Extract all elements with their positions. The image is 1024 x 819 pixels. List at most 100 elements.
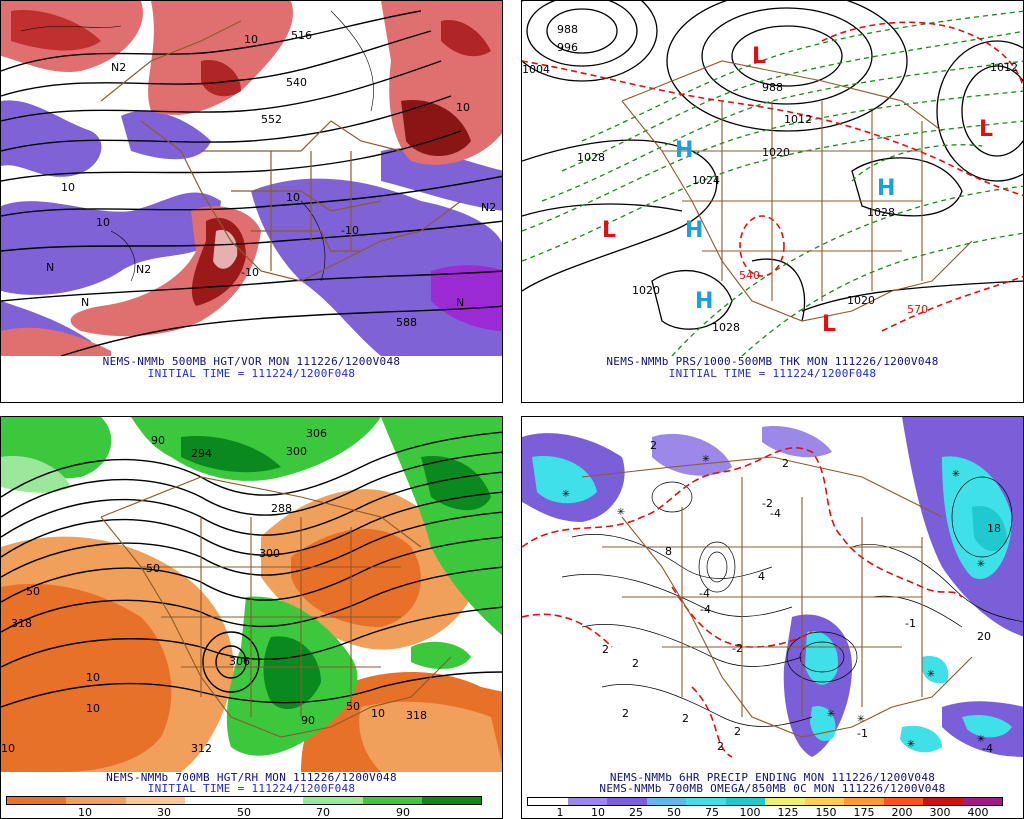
colorbar-swatch [686, 798, 726, 805]
isobar-label: 1020 [632, 284, 660, 297]
low-pressure-symbol: L [822, 312, 836, 337]
high-pressure-symbol: H [695, 289, 713, 314]
low-pressure-symbol: L [752, 44, 766, 69]
contour-label: 300 [259, 547, 280, 560]
isobar-label: 988 [557, 23, 578, 36]
colorbar-swatch [567, 798, 607, 805]
contour-label: -2 [762, 497, 773, 510]
colorbar-label: 10 [591, 806, 605, 819]
colorbar-label: 300 [929, 806, 951, 819]
high-pressure-symbol: H [675, 138, 693, 163]
colorbar-label: 125 [777, 806, 799, 819]
colorbar-label: 10 [78, 806, 92, 819]
colorbar-label: 70 [316, 806, 330, 819]
contour-label: 50 [346, 700, 360, 713]
isobar-label: 1020 [847, 294, 875, 307]
contour-label: 318 [11, 617, 32, 630]
snow-symbol: ✳ [827, 706, 835, 721]
precip-map: ✳ ✳ ✳ ✳ ✳ ✳ ✳ ✳ ✳ ✳ 2 2 2 2 2 2 2 2 -2 -… [522, 417, 1023, 772]
contour-label: 50 [26, 585, 40, 598]
panel-precip-omega: ✳ ✳ ✳ ✳ ✳ ✳ ✳ ✳ ✳ ✳ 2 2 2 2 2 2 2 2 -2 -… [521, 416, 1024, 819]
contour-label: N2 [136, 263, 151, 276]
colorbar-label: 100 [739, 806, 761, 819]
colorbar-swatch [244, 797, 304, 804]
contour-label: 90 [151, 434, 165, 447]
colorbar-swatch [528, 798, 568, 805]
contour-label: N [81, 296, 89, 309]
isobar-label: 988 [762, 81, 783, 94]
snow-symbol: ✳ [977, 556, 985, 571]
contour-label: 2 [717, 740, 724, 753]
colorbar-label: 200 [891, 806, 913, 819]
pressure-map: 988 996 1004 1028 988 1012 1020 1012 102… [522, 1, 1023, 356]
colorbar-label: 50 [237, 806, 251, 819]
contour-label: -1 [857, 727, 868, 740]
contour-label: 4 [758, 570, 765, 583]
colorbar-label: 25 [629, 806, 643, 819]
panel-caption-initial-time: INITIAL TIME = 111224/1200F048 [147, 367, 356, 380]
colorbar-swatch [804, 798, 844, 805]
vorticity-map: 516 540 552 10 10 10 10 -10 -10 N2 N2 N2… [1, 1, 502, 356]
colorbar-swatch [883, 798, 923, 805]
contour-label: -1 [905, 617, 916, 630]
isobar-label: 1028 [712, 321, 740, 334]
isobar-label: 1024 [692, 174, 720, 187]
contour-label: 10 [86, 702, 100, 715]
colorbar-label: 175 [853, 806, 875, 819]
contour-label: 20 [977, 630, 991, 643]
colorbar-swatch [125, 797, 185, 804]
contour-label: 300 [286, 445, 307, 458]
colorbar-label: 150 [815, 806, 837, 819]
low-pressure-symbol: L [602, 218, 616, 243]
snow-symbol: ✳ [952, 466, 960, 481]
contour-label: 2 [602, 643, 609, 656]
colorbar-label: 400 [967, 806, 989, 819]
high-pressure-symbol: H [685, 218, 703, 243]
high-pressure-symbol: H [877, 176, 895, 201]
contour-label: 90 [301, 714, 315, 727]
contour-label: -4 [982, 742, 993, 755]
contour-label: 8 [665, 545, 672, 558]
colorbar-label: 30 [157, 806, 171, 819]
snow-symbol: ✳ [977, 731, 985, 746]
colorbar-swatch [725, 798, 765, 805]
thickness-label: 570 [907, 303, 928, 316]
contour-label: N2 [481, 201, 496, 214]
contour-label: -4 [700, 603, 711, 616]
isobar-label: 1012 [990, 61, 1018, 74]
contour-label: 288 [271, 502, 292, 515]
panel-caption-initial-time: INITIAL TIME = 111224/1200F048 [668, 367, 877, 380]
thickness-label: 540 [739, 269, 760, 282]
contour-label: N [46, 261, 54, 274]
contour-label: -10 [341, 224, 359, 237]
isobar-label: 1020 [762, 146, 790, 159]
contour-label: 312 [191, 742, 212, 755]
panel-caption-omega: NEMS-NMMb 700MB OMEGA/850MB 0C MON 11122… [599, 782, 946, 795]
isobar-label: 996 [557, 41, 578, 54]
colorbar-swatch [303, 797, 363, 804]
contour-label: 10 [96, 216, 110, 229]
colorbar-swatch [923, 798, 963, 805]
snow-symbol: ✳ [702, 451, 710, 466]
contour-label: 10 [286, 191, 300, 204]
low-pressure-symbol: L [979, 117, 993, 142]
contour-label: 2 [650, 439, 657, 452]
contour-label: 2 [622, 707, 629, 720]
colorbar-swatch [962, 798, 1002, 805]
panel-caption-precip: NEMS-NMMb 6HR PRECIP ENDING MON 111226/1… [609, 771, 936, 784]
contour-label: 10 [244, 33, 258, 46]
snow-symbol: ✳ [857, 711, 865, 726]
contour-label: 10 [86, 671, 100, 684]
snow-symbol: ✳ [562, 486, 570, 501]
colorbar-swatch [646, 798, 686, 805]
colorbar-swatch [421, 797, 481, 804]
panel-caption-title: NEMS-NMMb 500MB HGT/VOR MON 111226/1200V… [102, 355, 401, 368]
colorbar-swatch [765, 798, 805, 805]
contour-label: 10 [456, 101, 470, 114]
panel-pressure-thickness: 988 996 1004 1028 988 1012 1020 1012 102… [521, 0, 1024, 403]
colorbar-swatch [7, 797, 67, 804]
colorbar-label: 50 [667, 806, 681, 819]
contour-label: 50 [146, 562, 160, 575]
contour-label: -4 [770, 507, 781, 520]
contour-label: 2 [632, 657, 639, 670]
